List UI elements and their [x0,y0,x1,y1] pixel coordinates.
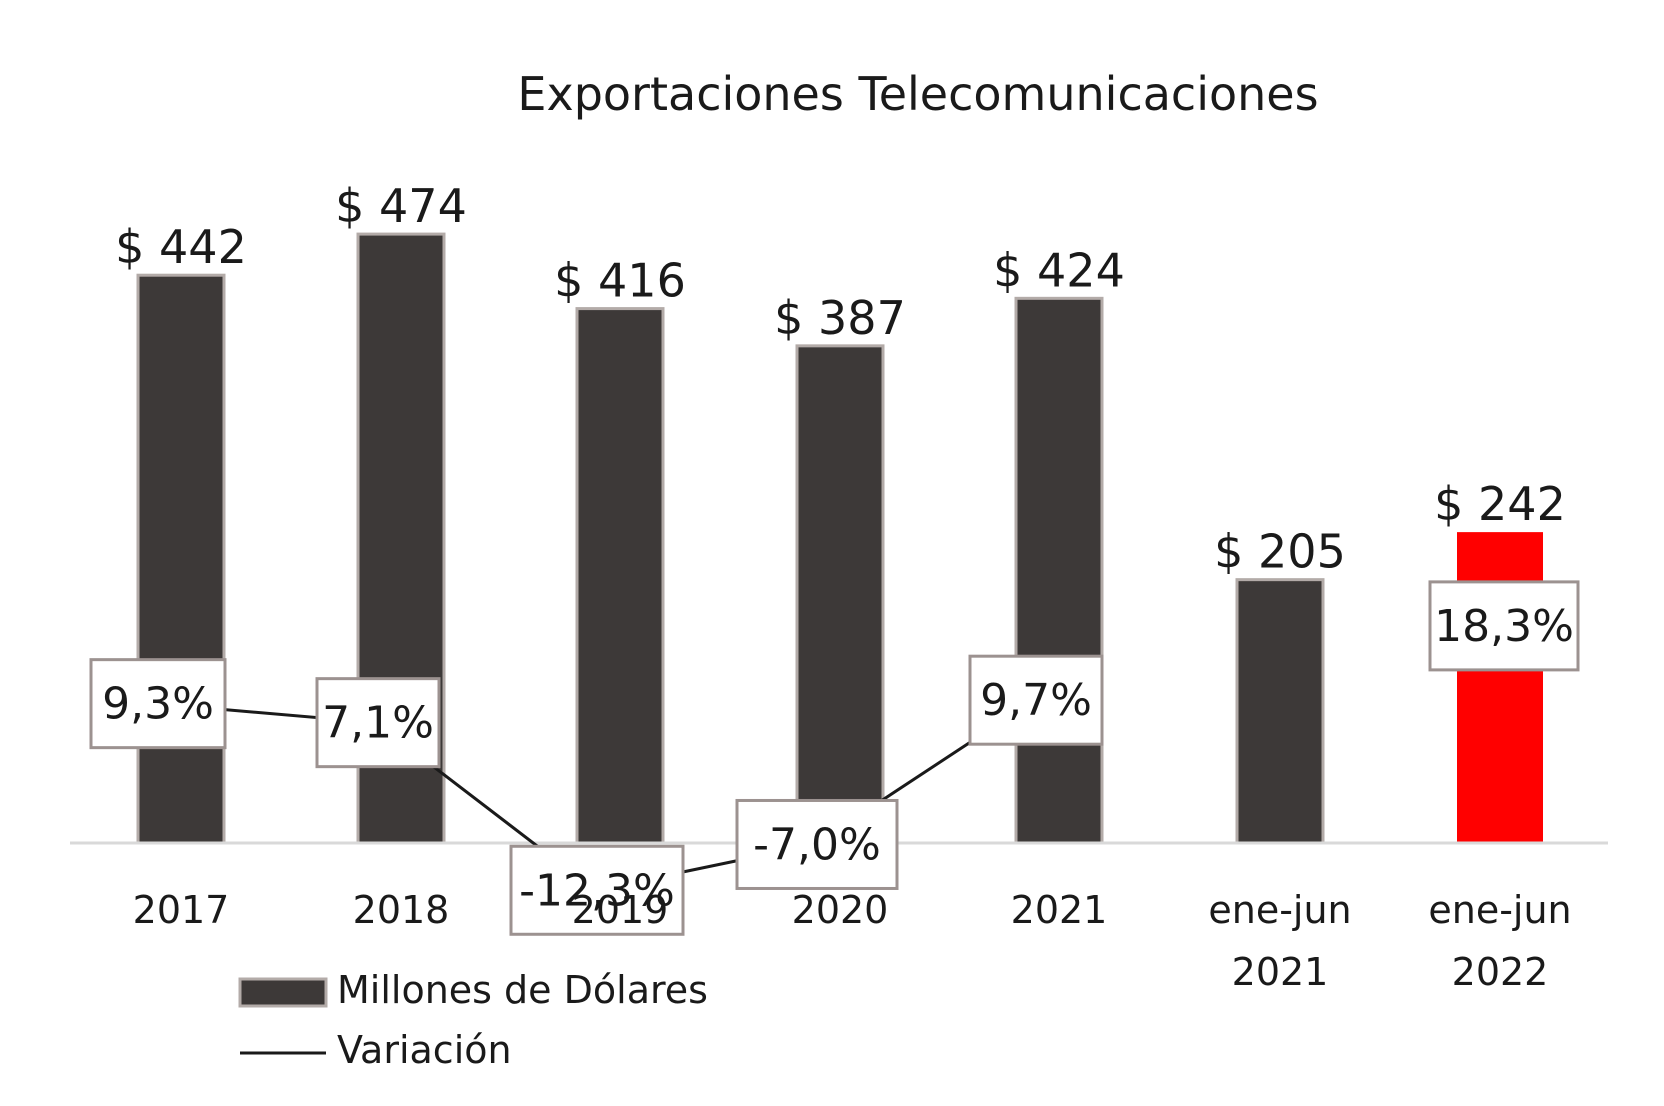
variation-line-group: 9,3% 7,1% -12,3% -7,0% 9,7% 18,3% [89,580,1580,936]
x-tick-label-5-1: 2021 [1232,950,1329,994]
legend-bar-label: Millones de Dólares [337,968,708,1012]
x-tick-label-0: 2017 [133,888,230,932]
variation-label-3: -7,0% [753,819,881,870]
bar-6 [1457,532,1543,843]
variation-label-6: 18,3% [1434,601,1574,652]
bar-value-label-0: $ 442 [115,220,247,274]
x-tick-label-6-1: 2022 [1452,950,1549,994]
bar-2 [575,307,665,845]
variation-label-1: 7,1% [322,698,434,749]
chart-title: Exportaciones Telecomunicaciones [517,67,1318,121]
x-tick-label-4: 2021 [1011,888,1108,932]
bar-5 [1235,578,1325,845]
bar-3 [795,344,885,845]
x-tick-label-3: 2020 [792,888,889,932]
x-tick-label-1: 2018 [353,888,450,932]
bar-value-label-1: $ 474 [335,179,467,233]
bar-value-label-5: $ 205 [1214,525,1346,579]
bar-value-label-3: $ 387 [774,291,906,345]
variation-label-2: -12,3% [519,865,675,916]
x-tick-label-5-0: ene-jun [1208,888,1351,932]
x-tick-label-2: 2019 [572,888,669,932]
variation-label-box-1 [315,677,441,769]
bar-value-label-2: $ 416 [554,254,686,308]
legend-bar-swatch [238,977,328,1008]
variation-label-box-6 [1428,580,1580,672]
bar-value-label-6: $ 242 [1434,477,1566,531]
variation-label-0: 9,3% [102,679,214,730]
variation-label-box-0 [89,658,227,750]
x-tick-label-6-0: ene-jun [1428,888,1571,932]
legend: Millones de Dólares Variación [238,968,708,1072]
variation-label-box-3 [735,798,899,890]
x-tick-labels: 2017 2018 2019 2020 2021 ene-jun 2021 ene-jun 20… [133,888,1572,994]
bar-4 [1014,296,1104,845]
variation-label-box-4 [968,654,1104,746]
variation-label-box-2 [509,844,685,936]
variation-label-4: 9,7% [980,675,1092,726]
legend-line-label: Variación [337,1028,512,1072]
bar-0 [136,273,226,845]
bar-value-label-4: $ 424 [993,243,1125,297]
bar-value-labels: $ 442 $ 474 $ 416 $ 387 $ 424 $ 205 $ 242 [115,179,1566,579]
